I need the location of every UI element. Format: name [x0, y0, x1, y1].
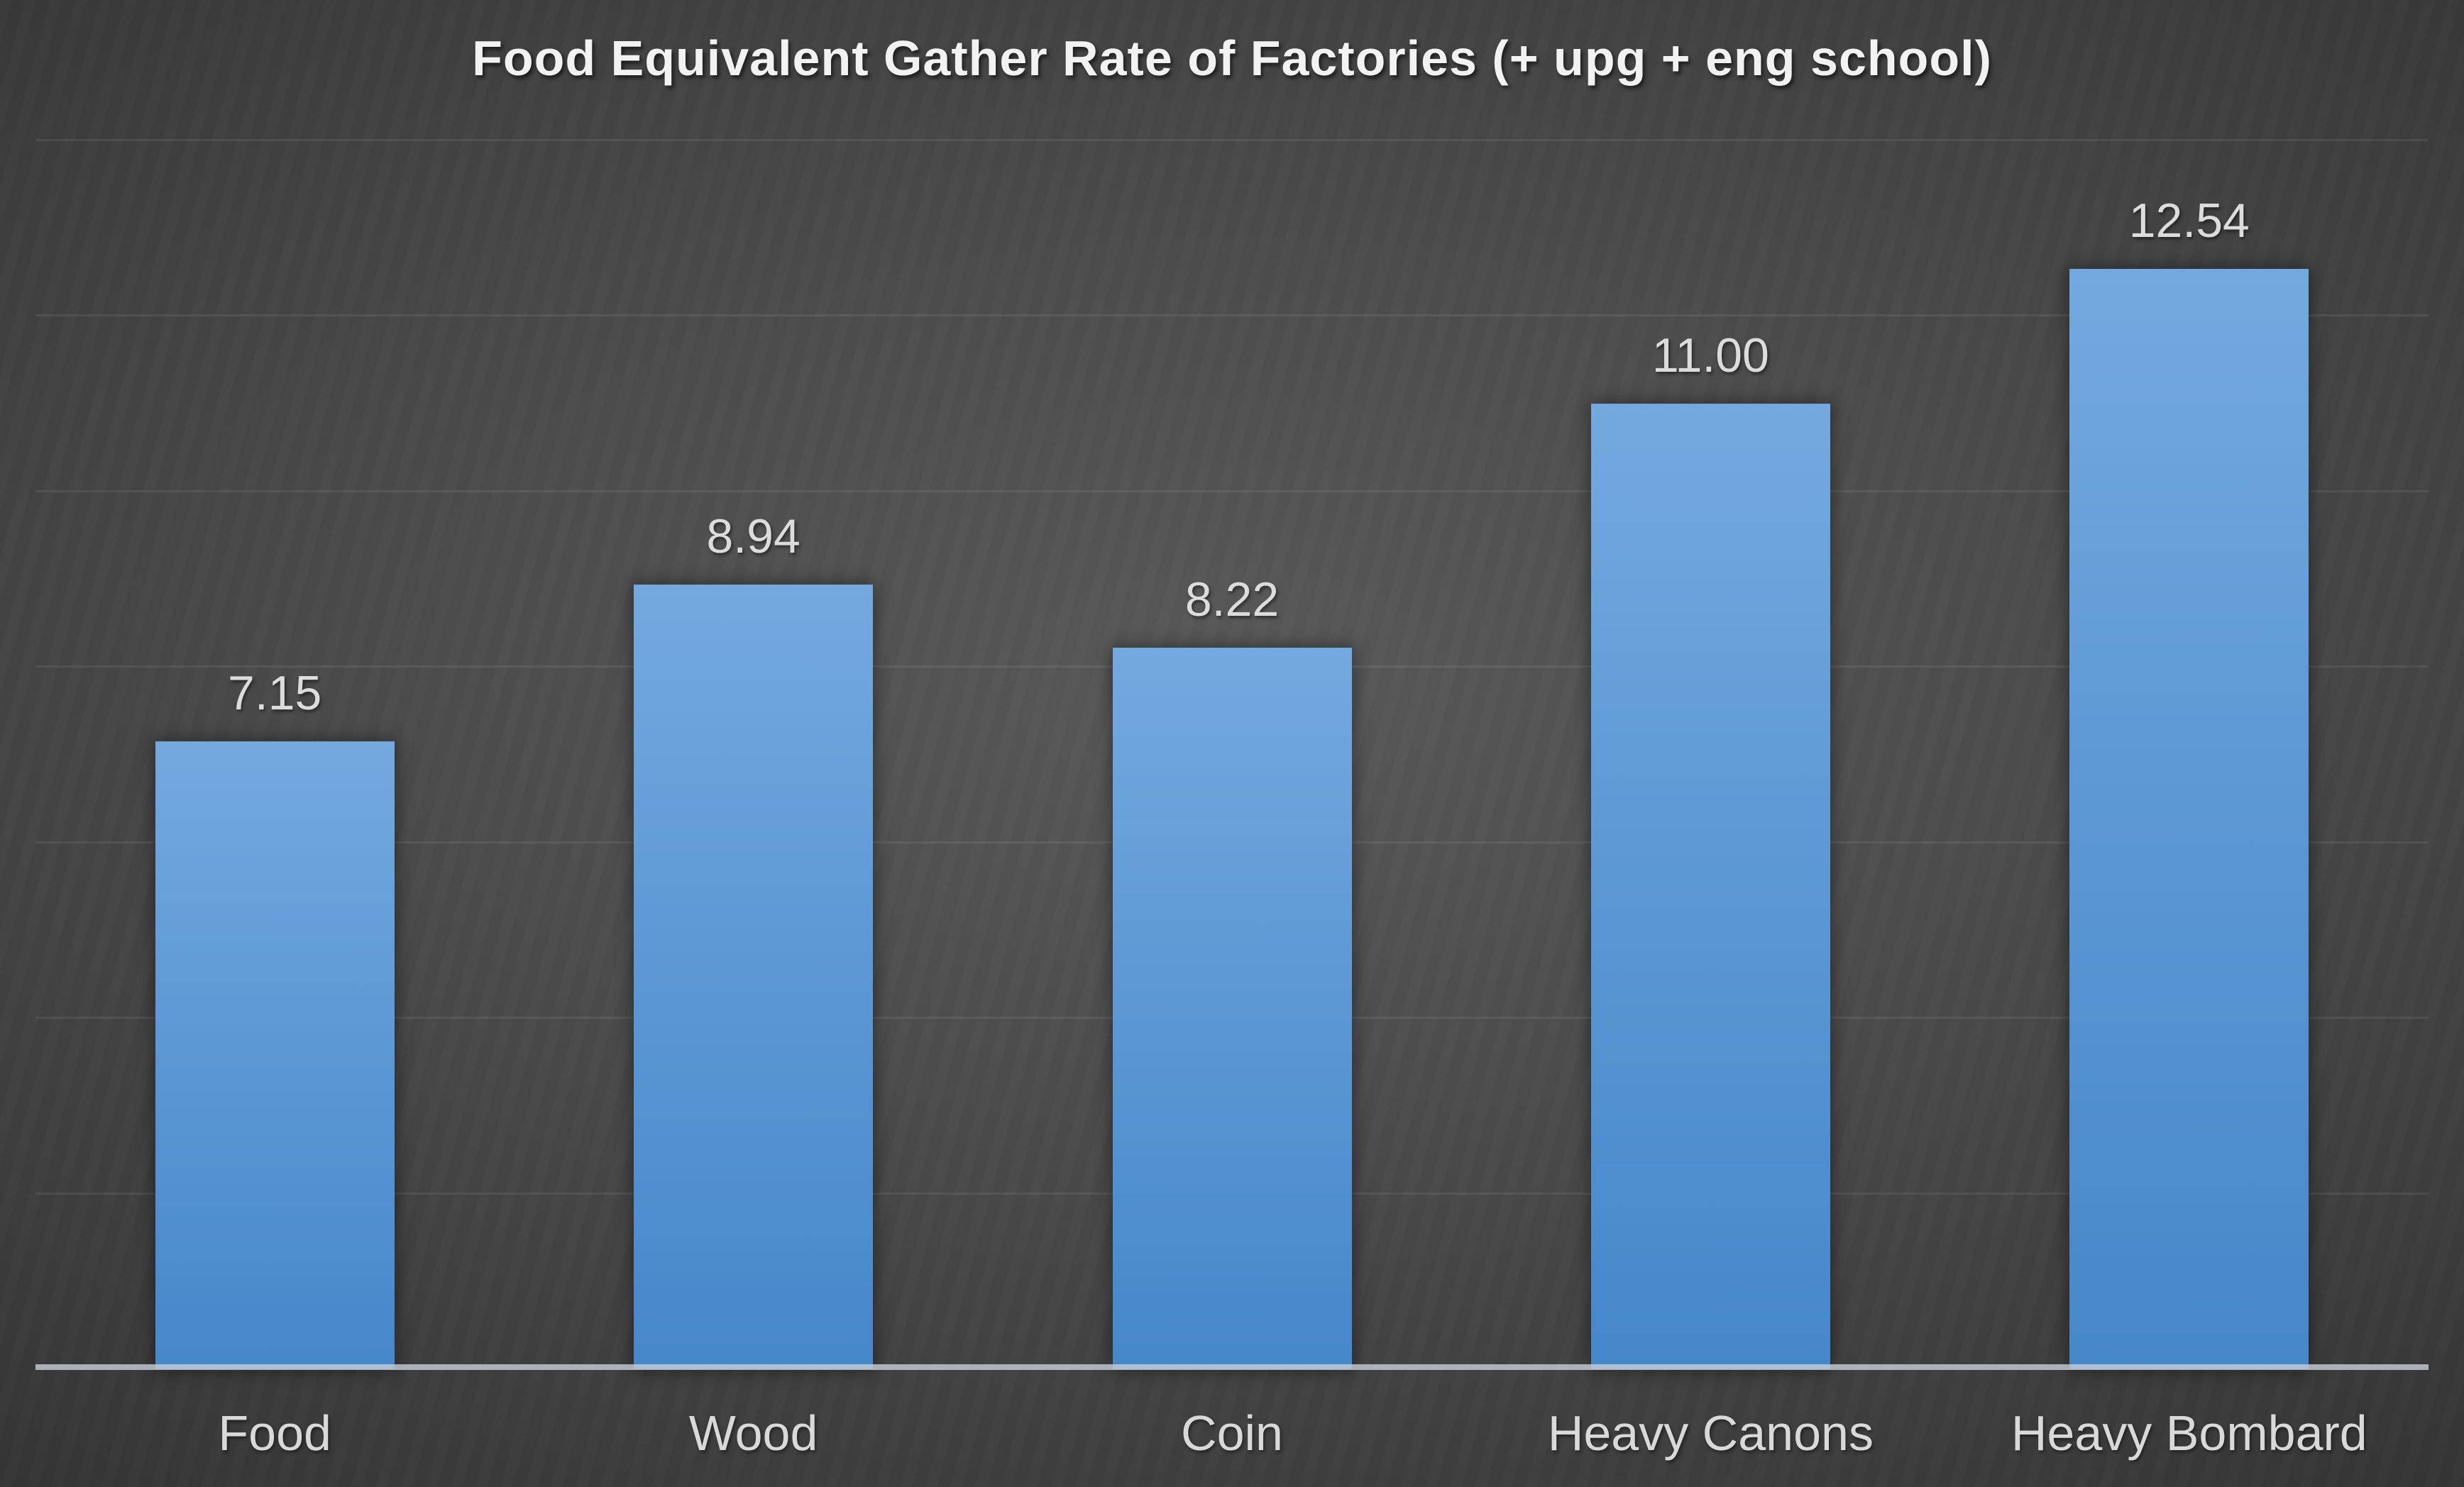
category-label-wood: Wood	[688, 1405, 818, 1461]
bar-group-wood: 8.94	[634, 140, 874, 1369]
chart-title: Food Equivalent Gather Rate of Factories…	[472, 31, 1992, 86]
bar-coin	[1112, 648, 1352, 1369]
value-label-food: 7.15	[228, 666, 322, 721]
value-label-wood: 8.94	[706, 509, 801, 563]
gridline-y-10	[35, 490, 2429, 492]
value-label-heavy-canons: 11.00	[1651, 328, 1769, 383]
bar-food	[155, 741, 395, 1369]
category-label-food: Food	[218, 1405, 331, 1461]
bar-heavy-canons	[1590, 404, 1830, 1369]
value-label-heavy-bombard: 12.54	[2128, 193, 2250, 248]
bar-group-food: 7.15	[155, 140, 395, 1369]
x-axis-labels: Food Wood Coin Heavy Canons Heavy Bombard	[35, 1408, 2429, 1486]
gridline-y-14	[35, 139, 2429, 141]
gridline-y-12	[35, 314, 2429, 317]
bar-group-heavy-bombard: 12.54	[2069, 140, 2309, 1369]
x-axis-line	[35, 1364, 2429, 1370]
bar-wood	[634, 585, 874, 1369]
bar-group-coin: 8.22	[1112, 140, 1352, 1369]
category-label-coin: Coin	[1181, 1405, 1283, 1461]
plot-area: 7.15 8.94 8.22 11.00 12.54	[35, 139, 2429, 1370]
category-label-heavy-bombard: Heavy Bombard	[2011, 1405, 2367, 1461]
value-label-coin: 8.22	[1184, 573, 1280, 627]
bar-group-heavy-canons: 11.00	[1590, 140, 1830, 1369]
bar-heavy-bombard	[2069, 268, 2309, 1369]
category-label-heavy-canons: Heavy Canons	[1547, 1405, 1874, 1461]
